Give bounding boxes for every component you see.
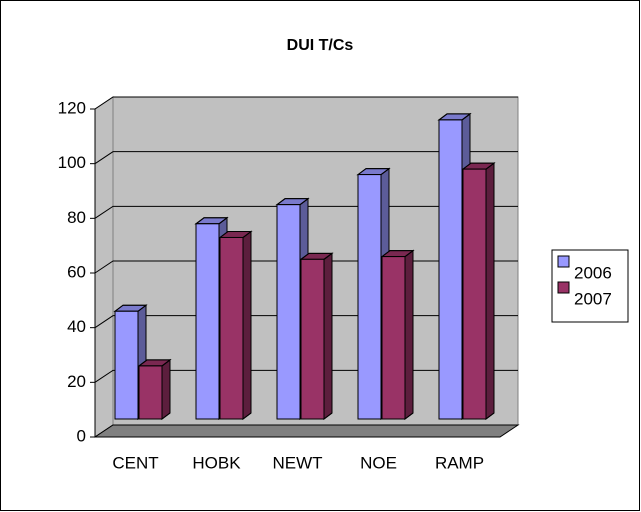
x-tick-label: RAMP [435, 453, 484, 472]
x-tick-label: CENT [112, 453, 158, 472]
bar [461, 162, 496, 420]
bar [299, 252, 334, 420]
bar-front [114, 310, 139, 420]
x-tick-label: NEWT [272, 453, 322, 472]
bar-front [219, 236, 244, 420]
y-tick-label: 40 [67, 317, 86, 336]
y-tick-label: 80 [67, 208, 86, 227]
bar-front [462, 168, 487, 420]
bar-front [381, 256, 406, 420]
legend-swatch [557, 255, 570, 268]
grid-line [94, 96, 518, 110]
bar-front [276, 204, 301, 420]
bar-front [195, 223, 220, 420]
bar-front [438, 119, 463, 420]
y-tick-label: 20 [67, 372, 86, 391]
bar-side-shade [485, 162, 495, 420]
bar-side-shade [242, 230, 252, 420]
y-tick-label: 60 [67, 262, 86, 281]
legend-label: 2007 [574, 289, 612, 308]
bar [218, 230, 253, 420]
bar [380, 249, 415, 420]
x-tick-label: HOBK [192, 453, 241, 472]
x-tick-label: NOE [360, 453, 397, 472]
y-tick-label: 100 [58, 153, 86, 172]
legend-swatch [557, 281, 570, 294]
floor [93, 424, 520, 438]
y-tick-label: 0 [77, 426, 86, 445]
y-tick-label: 120 [58, 98, 86, 117]
bar-side-shade [161, 358, 171, 420]
bar-front [300, 258, 325, 420]
legend-label: 2006 [574, 263, 612, 282]
grid-line [94, 151, 518, 165]
bar-front [138, 365, 163, 420]
bar-front [357, 174, 382, 420]
chart-title: DUI T/Cs [287, 37, 354, 54]
bar-side-shade [323, 252, 333, 420]
bar [137, 358, 172, 420]
bar-side-shade [404, 249, 414, 420]
